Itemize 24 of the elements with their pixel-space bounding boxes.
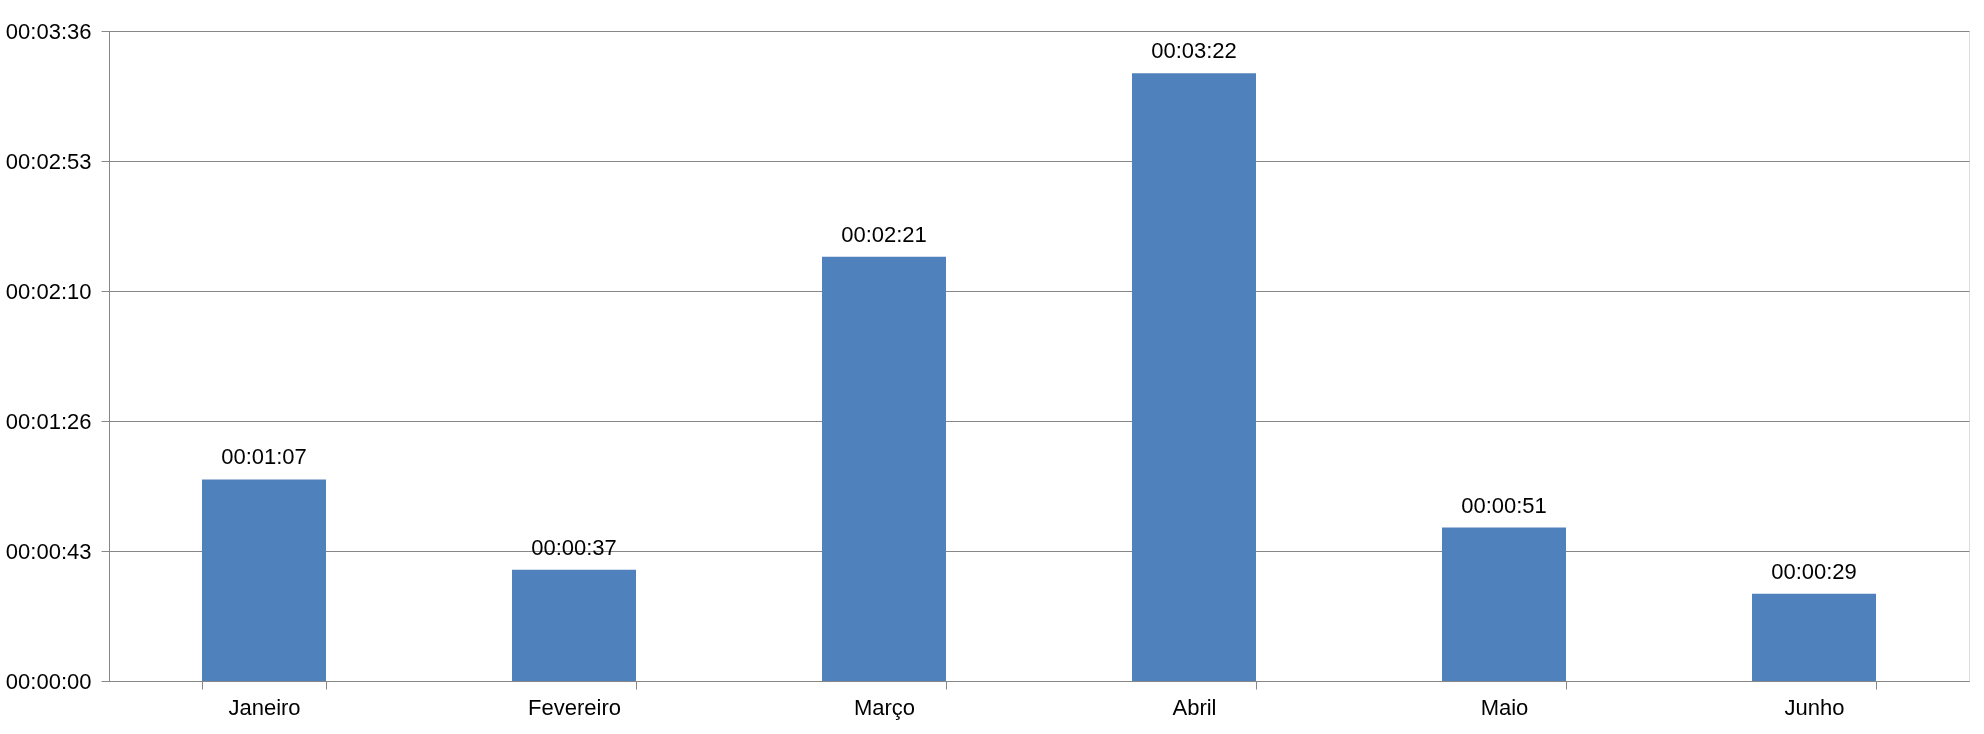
data-label: 00:01:07 <box>221 444 307 470</box>
data-label: 00:00:29 <box>1771 558 1857 584</box>
bar <box>1752 593 1876 681</box>
x-tick-label: Janeiro <box>228 694 301 720</box>
x-tick-label: Março <box>853 694 916 720</box>
y-tick-label: 00:02:53 <box>5 148 92 174</box>
bar <box>822 256 946 681</box>
data-label: 00:00:37 <box>531 534 617 560</box>
y-tick-label: 00:01:26 <box>5 408 92 434</box>
y-tick-label: 00:03:36 <box>5 18 92 44</box>
y-tick-label: 00:00:43 <box>5 538 92 564</box>
y-tick-label: 00:02:10 <box>5 278 92 304</box>
bar <box>1442 527 1566 681</box>
bar <box>202 479 326 681</box>
x-tick-label: Junho <box>1784 694 1845 720</box>
x-tick-label: Abril <box>1172 694 1217 720</box>
bar <box>1132 73 1256 681</box>
data-label: 00:03:22 <box>1151 38 1237 64</box>
y-tick-label: 00:00:00 <box>5 668 92 694</box>
x-tick-label: Maio <box>1480 694 1529 720</box>
data-label: 00:02:21 <box>841 221 927 247</box>
x-tick-label: Fevereiro <box>528 694 621 720</box>
data-label: 00:00:51 <box>1461 492 1547 518</box>
bar <box>512 569 636 681</box>
